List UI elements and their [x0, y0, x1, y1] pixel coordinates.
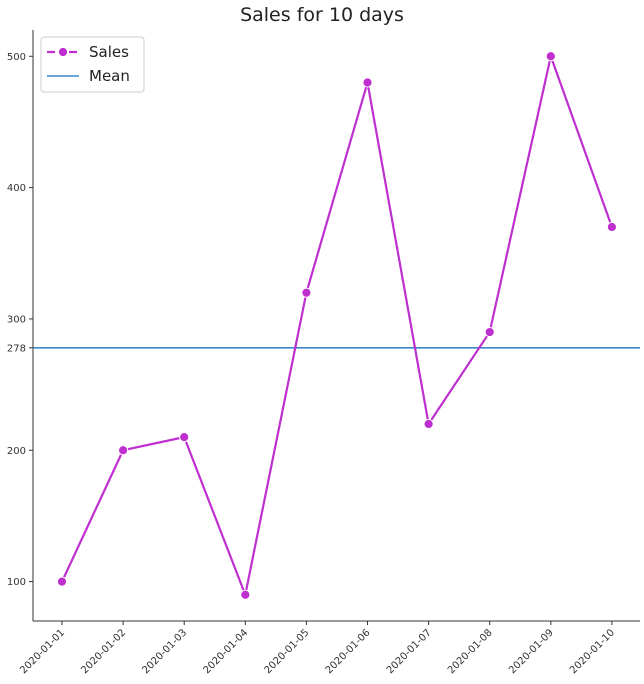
x-tick-label: 2020-01-09: [507, 627, 556, 676]
x-tick-label: 2020-01-08: [446, 627, 495, 676]
x-tick-label: 2020-01-01: [18, 627, 67, 676]
sales-data-point: [545, 51, 556, 62]
x-tick-label: 2020-01-04: [202, 627, 251, 676]
y-tick-label: 500: [7, 52, 26, 63]
sales-data-point: [423, 418, 434, 430]
sales-data-point: [240, 589, 251, 600]
legend-label-sales: Sales: [89, 43, 129, 61]
chart-title: Sales for 10 days: [240, 4, 404, 26]
x-tick-label: 2020-01-06: [324, 627, 373, 676]
y-tick-label: 400: [7, 183, 26, 194]
x-tick-label: 2020-01-05: [263, 627, 312, 676]
sales-data-point: [301, 287, 312, 298]
sales-data-point: [606, 221, 618, 233]
legend-sales-marker: [57, 46, 69, 58]
sales-data-point: [484, 326, 495, 338]
x-tick-label: 2020-01-10: [568, 627, 617, 676]
sales-data-point: [179, 432, 190, 443]
y-tick-label: 100: [7, 577, 26, 588]
x-tick-label: 2020-01-07: [385, 627, 434, 676]
sales-data-point: [118, 445, 129, 456]
x-tick-label: 2020-01-03: [140, 627, 189, 676]
y-tick-label: 278: [7, 343, 26, 354]
legend-label-mean: Mean: [89, 67, 130, 85]
y-tick-label: 300: [7, 314, 26, 325]
sales-data-point: [56, 576, 68, 587]
y-tick-label: 200: [7, 446, 26, 457]
sales-data-point: [362, 77, 373, 88]
sales-series-line: [61, 55, 613, 596]
x-tick-label: 2020-01-02: [79, 627, 128, 676]
